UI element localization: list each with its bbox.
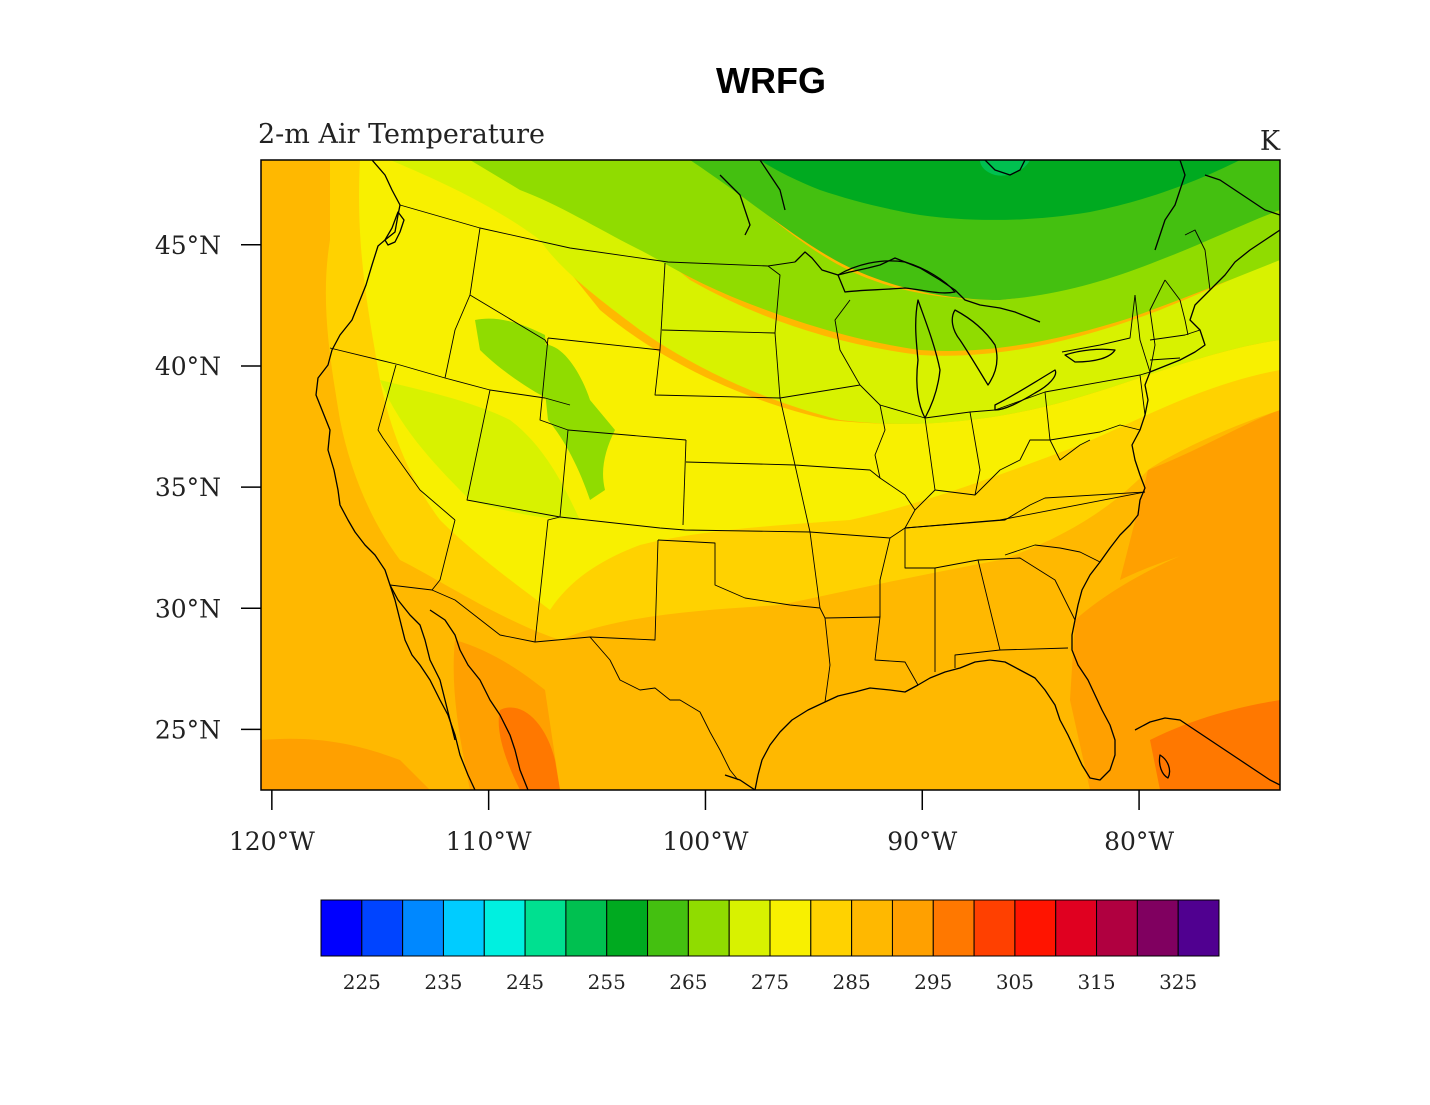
temperature-map xyxy=(261,160,1280,790)
colorbar-swatch xyxy=(810,899,853,957)
units-label: K xyxy=(1260,126,1281,157)
latitude-axis: 45°N 40°N 35°N 30°N 25°N xyxy=(155,231,261,744)
variable-label: 2-m Air Temperature xyxy=(258,119,545,150)
colorbar-swatch xyxy=(524,899,567,957)
colorbar-tick-label: 295 xyxy=(914,970,952,994)
colorbar-swatch xyxy=(891,899,934,957)
colorbar-swatch xyxy=(769,899,812,957)
lat-tick-label: 25°N xyxy=(155,715,221,744)
lon-tick-label: 90°W xyxy=(887,827,957,856)
colorbar-swatch xyxy=(647,899,689,957)
colorbar-tick-label: 275 xyxy=(751,970,789,994)
colorbar-tick-label: 325 xyxy=(1159,970,1197,994)
lon-tick-label: 80°W xyxy=(1104,827,1174,856)
colorbar-tick-label: 305 xyxy=(996,970,1034,994)
lon-tick-label: 110°W xyxy=(446,827,532,856)
colorbar-swatch xyxy=(687,899,730,957)
colorbar-tick-label: 285 xyxy=(833,970,871,994)
map-frame xyxy=(260,159,1281,791)
lat-tick-label: 35°N xyxy=(155,473,221,502)
colorbar-swatch xyxy=(442,899,485,957)
colorbar-swatch xyxy=(1055,899,1098,957)
lat-tick-label: 45°N xyxy=(155,231,221,260)
lon-tick-label: 100°W xyxy=(662,827,748,856)
colorbar-swatch xyxy=(728,899,771,957)
colorbar-swatch xyxy=(1177,899,1220,957)
longitude-axis: 120°W 110°W 100°W 90°W 80°W xyxy=(229,790,1174,856)
colorbar-swatch xyxy=(402,899,444,957)
colorbar: 225 235 245 255 265 275 285 295 305 315 325 xyxy=(320,899,1220,994)
colorbar-tick-label: 225 xyxy=(343,970,381,994)
colorbar-tick-label: 315 xyxy=(1077,970,1115,994)
colorbar-swatch xyxy=(932,899,975,957)
colorbar-tick-label: 235 xyxy=(424,970,462,994)
colorbar-tick-label: 245 xyxy=(506,970,544,994)
colorbar-swatch xyxy=(320,899,363,957)
lat-tick-label: 40°N xyxy=(155,352,221,381)
colorbar-swatch xyxy=(851,899,893,957)
coastlines xyxy=(315,160,1280,790)
colorbar-swatch xyxy=(1136,899,1179,957)
colorbar-swatch xyxy=(606,899,649,957)
colorbar-swatch xyxy=(1096,899,1138,957)
colorbar-swatch xyxy=(1014,899,1057,957)
colorbar-swatch xyxy=(973,899,1016,957)
map-title: WRFG xyxy=(716,60,826,101)
colorbar-swatch xyxy=(361,899,404,957)
state-borders xyxy=(329,227,1211,781)
lon-tick-label: 120°W xyxy=(229,827,315,856)
lat-tick-label: 30°N xyxy=(155,594,221,623)
colorbar-tick-label: 265 xyxy=(669,970,707,994)
colorbar-tick-label: 255 xyxy=(588,970,626,994)
colorbar-swatch xyxy=(565,899,608,957)
colorbar-swatch xyxy=(483,899,526,957)
